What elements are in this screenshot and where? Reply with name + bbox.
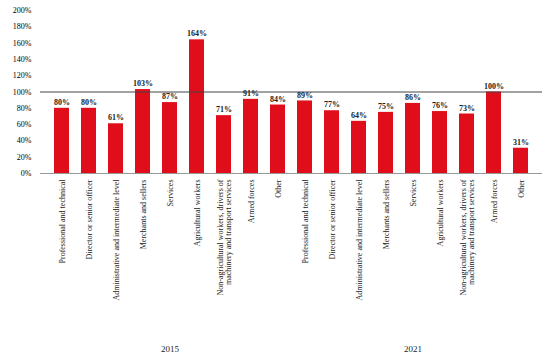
svg-text:86%: 86% xyxy=(405,93,421,102)
svg-text:Non-agricultural workers, driv: Non-agricultural workers, drivers ofmach… xyxy=(216,179,233,295)
svg-text:2021: 2021 xyxy=(404,344,422,354)
svg-text:71%: 71% xyxy=(216,105,232,114)
svg-text:0%: 0% xyxy=(21,169,32,178)
svg-text:84%: 84% xyxy=(270,95,286,104)
svg-text:Other: Other xyxy=(517,179,526,198)
svg-text:Services: Services xyxy=(166,180,175,207)
svg-text:80%: 80% xyxy=(81,98,97,107)
svg-text:120%: 120% xyxy=(13,71,32,80)
svg-text:Director or senior officer: Director or senior officer xyxy=(85,179,94,259)
svg-text:200%: 200% xyxy=(13,6,32,15)
svg-text:Armed forces: Armed forces xyxy=(247,180,256,224)
svg-text:80%: 80% xyxy=(17,104,32,113)
svg-text:Agricultural workers: Agricultural workers xyxy=(193,180,202,247)
svg-text:Merchants and sellers: Merchants and sellers xyxy=(139,180,148,250)
svg-text:Professional and technical: Professional and technical xyxy=(58,179,67,264)
svg-text:2015: 2015 xyxy=(161,344,180,354)
svg-text:20%: 20% xyxy=(17,153,32,162)
svg-text:87%: 87% xyxy=(162,92,178,101)
svg-text:164%: 164% xyxy=(187,29,207,38)
svg-text:64%: 64% xyxy=(351,111,367,120)
svg-text:89%: 89% xyxy=(297,91,313,100)
svg-text:77%: 77% xyxy=(324,100,340,109)
svg-text:100%: 100% xyxy=(484,82,504,91)
svg-text:Administrative and intermediat: Administrative and intermediate level xyxy=(355,179,364,301)
svg-text:Merchants and sellers: Merchants and sellers xyxy=(382,180,391,250)
svg-text:Armed forces: Armed forces xyxy=(490,180,499,224)
svg-text:31%: 31% xyxy=(513,138,529,147)
svg-text:40%: 40% xyxy=(17,136,32,145)
svg-text:103%: 103% xyxy=(133,79,153,88)
svg-text:Professional and technical: Professional and technical xyxy=(301,179,310,264)
svg-text:91%: 91% xyxy=(243,89,259,98)
svg-text:Director or senior officer: Director or senior officer xyxy=(328,179,337,259)
svg-text:Other: Other xyxy=(274,179,283,198)
svg-text:140%: 140% xyxy=(13,55,32,64)
svg-text:60%: 60% xyxy=(17,120,32,129)
svg-text:61%: 61% xyxy=(108,113,124,122)
svg-text:76%: 76% xyxy=(432,101,448,110)
svg-text:73%: 73% xyxy=(459,104,475,113)
svg-text:Services: Services xyxy=(409,180,418,207)
svg-text:180%: 180% xyxy=(13,22,32,31)
svg-text:80%: 80% xyxy=(54,98,70,107)
svg-text:160%: 160% xyxy=(13,39,32,48)
svg-text:100%: 100% xyxy=(13,88,32,97)
svg-text:Administrative and intermediat: Administrative and intermediate level xyxy=(112,179,121,301)
svg-text:Non-agricultural workers, driv: Non-agricultural workers, drivers ofmach… xyxy=(459,179,476,295)
svg-text:75%: 75% xyxy=(378,102,394,111)
svg-text:Agricultural workers: Agricultural workers xyxy=(436,180,445,247)
